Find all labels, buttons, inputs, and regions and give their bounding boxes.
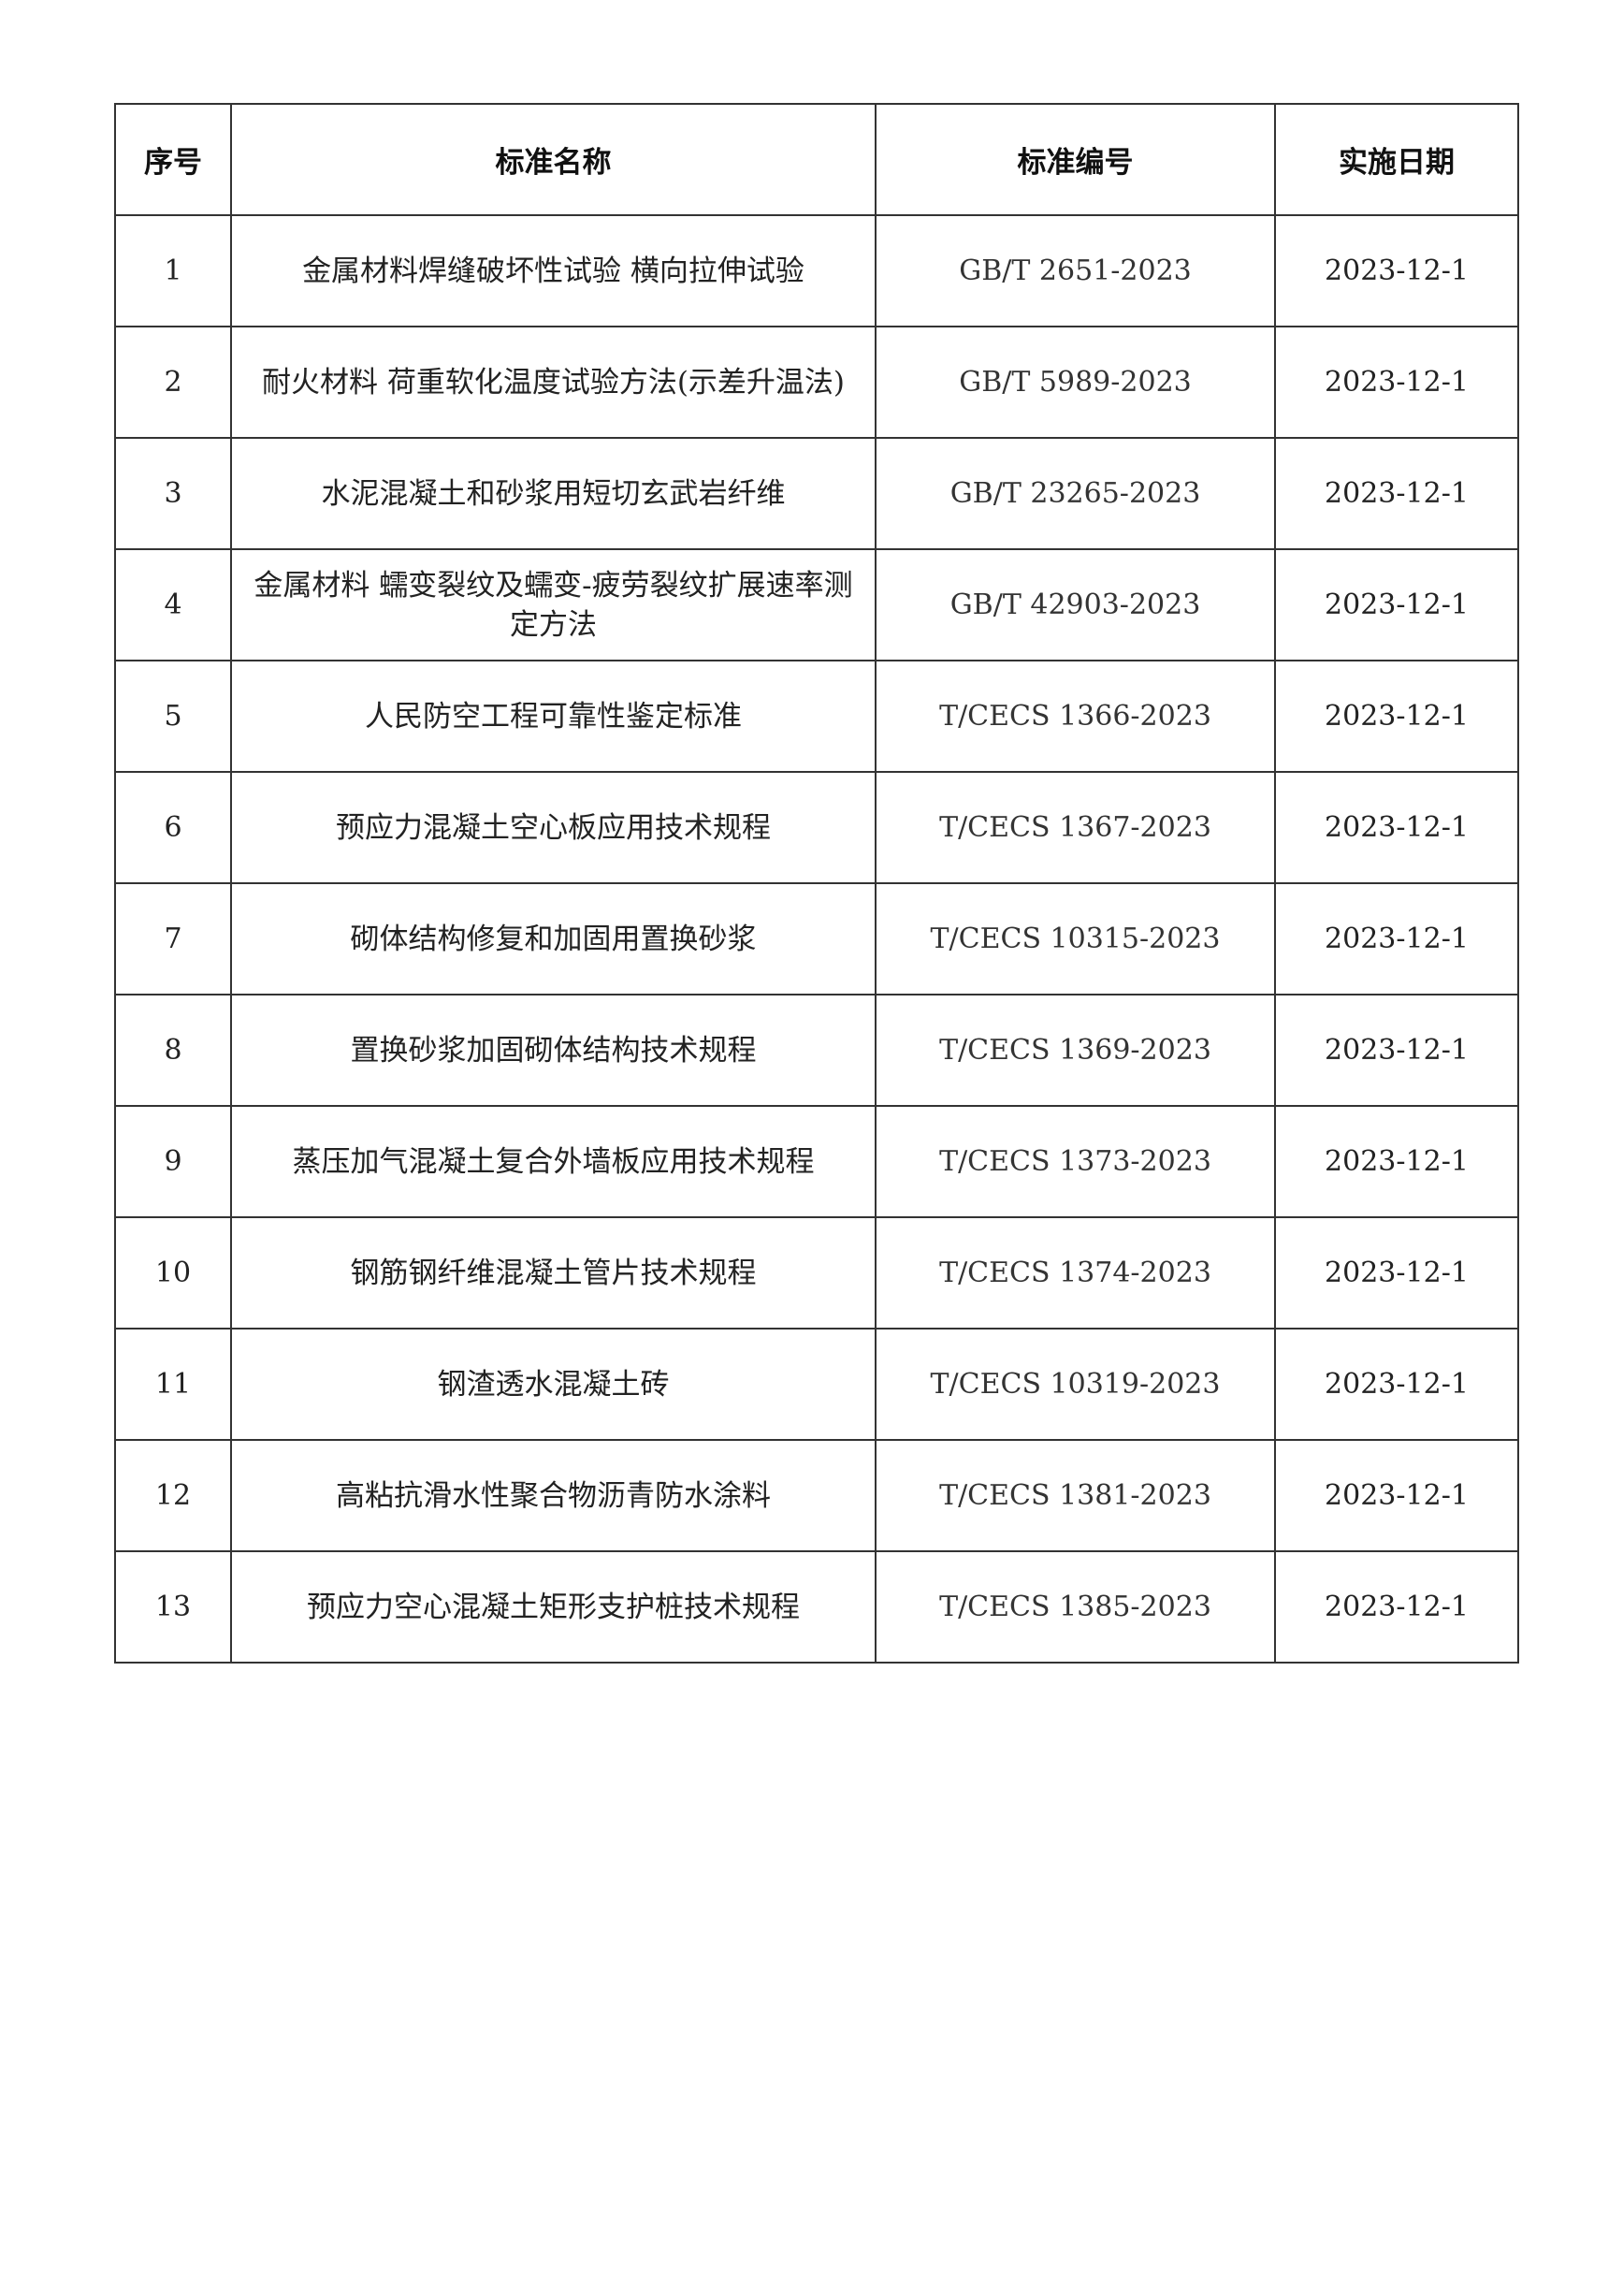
cell-no: 2	[114, 326, 232, 439]
cell-date: 2023-12-1	[1274, 214, 1519, 327]
cell-code: GB/T 42903-2023	[875, 548, 1276, 661]
table-row: 3 水泥混凝土和砂浆用短切玄武岩纤维 GB/T 23265-2023 2023-12-…	[114, 437, 1519, 550]
cell-no: 12	[114, 1439, 232, 1552]
cell-code: T/CECS 1381-2023	[875, 1439, 1276, 1552]
cell-no: 11	[114, 1328, 232, 1441]
cell-name: 高粘抗滑水性聚合物沥青防水涂料	[230, 1439, 877, 1552]
cell-code: T/CECS 1366-2023	[875, 660, 1276, 773]
cell-name: 金属材料 蠕变裂纹及蠕变-疲劳裂纹扩展速率测定方法	[230, 548, 877, 661]
table-row: 2 耐火材料 荷重软化温度试验方法(示差升温法) GB/T 5989-2023 202…	[114, 326, 1519, 439]
cell-date: 2023-12-1	[1274, 660, 1519, 773]
cell-code: T/CECS 10319-2023	[875, 1328, 1276, 1441]
table-row: 4 金属材料 蠕变裂纹及蠕变-疲劳裂纹扩展速率测定方法 GB/T 42903-202…	[114, 548, 1519, 661]
cell-no: 8	[114, 994, 232, 1107]
cell-name: 砌体结构修复和加固用置换砂浆	[230, 882, 877, 995]
cell-code: T/CECS 10315-2023	[875, 882, 1276, 995]
cell-date: 2023-12-1	[1274, 548, 1519, 661]
standards-table: 序号 标准名称 标准编号 实施日期 1 金属材料焊缝破坏性试验 横向拉伸试验 GB/…	[114, 103, 1519, 1664]
cell-code: T/CECS 1373-2023	[875, 1105, 1276, 1218]
cell-name: 人民防空工程可靠性鉴定标准	[230, 660, 877, 773]
table-row: 13 预应力空心混凝土矩形支护桩技术规程 T/CECS 1385-2023 2023-…	[114, 1550, 1519, 1664]
cell-no: 9	[114, 1105, 232, 1218]
cell-date: 2023-12-1	[1274, 1550, 1519, 1664]
cell-no: 1	[114, 214, 232, 327]
table-row: 7 砌体结构修复和加固用置换砂浆 T/CECS 10315-2023 2023-12-…	[114, 882, 1519, 995]
cell-code: GB/T 2651-2023	[875, 214, 1276, 327]
cell-date: 2023-12-1	[1274, 326, 1519, 439]
cell-no: 6	[114, 771, 232, 884]
cell-no: 4	[114, 548, 232, 661]
cell-code: T/CECS 1374-2023	[875, 1216, 1276, 1330]
cell-name: 金属材料焊缝破坏性试验 横向拉伸试验	[230, 214, 877, 327]
cell-no: 13	[114, 1550, 232, 1664]
cell-date: 2023-12-1	[1274, 771, 1519, 884]
cell-name: 耐火材料 荷重软化温度试验方法(示差升温法)	[230, 326, 877, 439]
table-row: 12 高粘抗滑水性聚合物沥青防水涂料 T/CECS 1381-2023 2023-12…	[114, 1439, 1519, 1552]
cell-date: 2023-12-1	[1274, 1439, 1519, 1552]
cell-date: 2023-12-1	[1274, 1216, 1519, 1330]
cell-code: T/CECS 1369-2023	[875, 994, 1276, 1107]
cell-code: GB/T 23265-2023	[875, 437, 1276, 550]
table-row: 8 置换砂浆加固砌体结构技术规程 T/CECS 1369-2023 2023-12-1	[114, 994, 1519, 1107]
cell-name: 蒸压加气混凝土复合外墙板应用技术规程	[230, 1105, 877, 1218]
header-name: 标准名称	[230, 103, 877, 216]
cell-name: 水泥混凝土和砂浆用短切玄武岩纤维	[230, 437, 877, 550]
cell-code: GB/T 5989-2023	[875, 326, 1276, 439]
cell-code: T/CECS 1367-2023	[875, 771, 1276, 884]
cell-name: 钢渣透水混凝土砖	[230, 1328, 877, 1441]
cell-no: 10	[114, 1216, 232, 1330]
table-row: 10 钢筋钢纤维混凝土管片技术规程 T/CECS 1374-2023 2023-12-…	[114, 1216, 1519, 1330]
header-no: 序号	[114, 103, 232, 216]
table-row: 5 人民防空工程可靠性鉴定标准 T/CECS 1366-2023 2023-12-1	[114, 660, 1519, 773]
header-code: 标准编号	[875, 103, 1276, 216]
table-row: 11 钢渣透水混凝土砖 T/CECS 10319-2023 2023-12-1	[114, 1328, 1519, 1441]
table-row: 6 预应力混凝土空心板应用技术规程 T/CECS 1367-2023 2023-12-…	[114, 771, 1519, 884]
cell-name: 置换砂浆加固砌体结构技术规程	[230, 994, 877, 1107]
cell-code: T/CECS 1385-2023	[875, 1550, 1276, 1664]
table-row: 1 金属材料焊缝破坏性试验 横向拉伸试验 GB/T 2651-2023 2023-12…	[114, 214, 1519, 327]
table-row: 9 蒸压加气混凝土复合外墙板应用技术规程 T/CECS 1373-2023 2023-…	[114, 1105, 1519, 1218]
cell-date: 2023-12-1	[1274, 1328, 1519, 1441]
cell-name: 钢筋钢纤维混凝土管片技术规程	[230, 1216, 877, 1330]
cell-date: 2023-12-1	[1274, 994, 1519, 1107]
cell-name: 预应力混凝土空心板应用技术规程	[230, 771, 877, 884]
header-date: 实施日期	[1274, 103, 1519, 216]
cell-no: 5	[114, 660, 232, 773]
cell-date: 2023-12-1	[1274, 1105, 1519, 1218]
cell-date: 2023-12-1	[1274, 882, 1519, 995]
cell-date: 2023-12-1	[1274, 437, 1519, 550]
cell-name: 预应力空心混凝土矩形支护桩技术规程	[230, 1550, 877, 1664]
cell-no: 3	[114, 437, 232, 550]
cell-no: 7	[114, 882, 232, 995]
header-row: 序号 标准名称 标准编号 实施日期	[114, 103, 1519, 216]
